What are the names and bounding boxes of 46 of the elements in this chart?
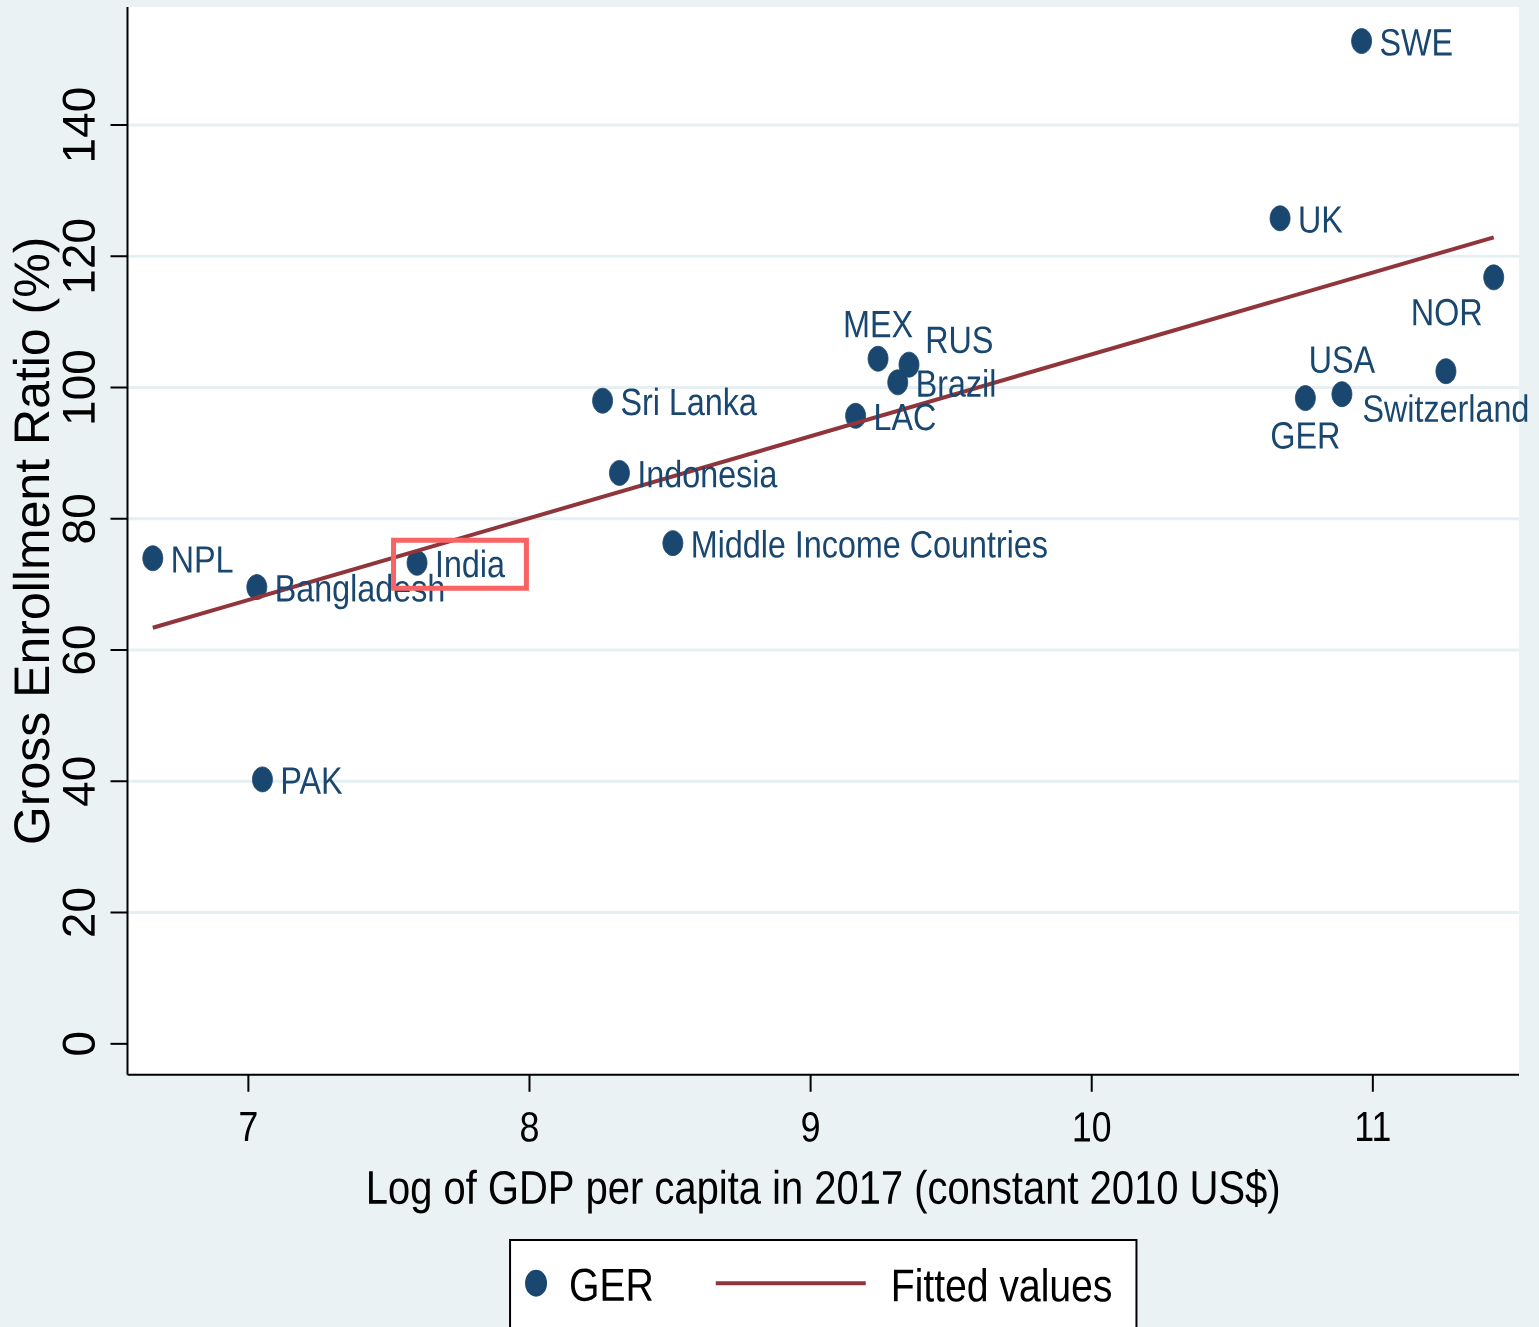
y-tick-label: 20 — [62, 888, 96, 936]
y-tick-label: 80 — [62, 495, 96, 543]
point — [252, 766, 273, 793]
annotation: Middle Income Countries — [693, 529, 1047, 558]
annotation: SWE — [1380, 28, 1452, 56]
point — [1294, 385, 1316, 412]
annotation: MEX — [845, 311, 913, 338]
legend-label: GER — [571, 1268, 652, 1302]
legend-label: Fitted values — [893, 1267, 1111, 1302]
point — [887, 369, 909, 396]
point — [867, 345, 889, 372]
annotation: NPL — [173, 546, 233, 573]
annotation: Sri Lanka — [621, 387, 757, 416]
annotation: Brazil — [918, 369, 995, 398]
annotation: LAC — [876, 403, 936, 431]
point — [142, 545, 164, 572]
y-tick-label: 140 — [62, 88, 96, 160]
point — [1351, 28, 1372, 55]
x-tick-label: 9 — [802, 1112, 819, 1142]
y-tick-label: 40 — [62, 757, 96, 806]
y-tick-label: 120 — [62, 219, 96, 292]
x-tick-label: 7 — [240, 1112, 257, 1141]
point — [1483, 264, 1505, 291]
point — [1269, 205, 1291, 232]
x-tick-label: 10 — [1074, 1112, 1111, 1142]
annotation: USA — [1311, 346, 1376, 374]
point — [898, 351, 920, 378]
point — [592, 387, 613, 414]
x-axis-title: Log of GDP per capita in 2017 (constant 2010 US$) — [369, 1168, 1279, 1214]
annotation: GER — [1272, 422, 1339, 449]
annotation: RUS — [927, 326, 992, 354]
annotation: NOR — [1413, 298, 1482, 326]
point — [609, 460, 630, 486]
y-tick-label: 0 — [62, 1032, 96, 1055]
annotation: PAK — [282, 767, 343, 794]
y-tick-label: 60 — [62, 626, 96, 674]
y-tick-label: 100 — [62, 351, 96, 423]
x-tick-label: 8 — [521, 1112, 538, 1142]
x-tick-label: 11 — [1357, 1112, 1390, 1141]
point — [662, 530, 684, 557]
point — [1435, 358, 1457, 385]
annotation: UK — [1300, 206, 1343, 233]
point — [246, 574, 268, 600]
annotation: Switzerland — [1363, 394, 1528, 423]
point — [1331, 381, 1353, 408]
y-axis-title: Gross Enrollment Ratio (%) — [12, 239, 60, 843]
